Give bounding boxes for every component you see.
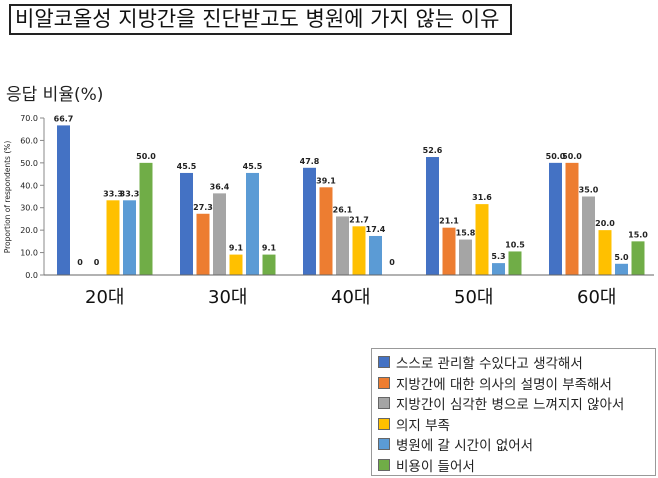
bar-3-0 bbox=[426, 157, 439, 275]
x-tick-label: 40대 bbox=[331, 287, 370, 308]
data-label: 17.4 bbox=[366, 225, 386, 234]
bar-0-0 bbox=[57, 125, 70, 275]
bar-4-4 bbox=[615, 263, 628, 275]
bar-2-0 bbox=[303, 167, 316, 275]
bar-1-4 bbox=[246, 172, 259, 275]
y-tick-label: 0.0 bbox=[25, 271, 38, 280]
y-tick-label: 60.0 bbox=[20, 136, 38, 145]
bar-4-5 bbox=[631, 241, 645, 275]
x-tick-label: 60대 bbox=[577, 287, 616, 308]
legend-item: 병원에 갈 시간이 없어서 bbox=[378, 434, 649, 455]
data-label: 9.1 bbox=[229, 244, 244, 253]
legend-item: 스스로 관리할 수있다고 생각해서 bbox=[378, 352, 649, 373]
y-tick-label: 30.0 bbox=[20, 204, 38, 213]
bar-1-1 bbox=[196, 213, 210, 275]
bar-3-2 bbox=[459, 239, 472, 275]
y-tick-label: 40.0 bbox=[20, 181, 38, 190]
y-tick-label: 10.0 bbox=[20, 249, 38, 258]
bar-3-4 bbox=[492, 263, 505, 275]
data-label: 10.5 bbox=[505, 240, 525, 249]
data-label: 0 bbox=[389, 258, 395, 267]
bar-3-5 bbox=[508, 251, 522, 275]
legend-label: 의지 부족 bbox=[396, 417, 450, 434]
data-label: 15.0 bbox=[628, 230, 648, 239]
legend-swatch bbox=[378, 438, 390, 451]
data-label: 50.0 bbox=[546, 152, 566, 161]
legend-label: 지방간이 심각한 병으로 느껴지지 않아서 bbox=[396, 397, 625, 414]
legend-item: 의지 부족 bbox=[378, 414, 649, 435]
bar-1-5 bbox=[262, 254, 276, 275]
bar-1-2 bbox=[213, 193, 226, 275]
y-tick-label: 70.0 bbox=[20, 114, 38, 123]
response-ratio-label: 응답 비율(%) bbox=[6, 85, 104, 105]
y-axis-title: Proportion of respondents (%) bbox=[3, 141, 12, 254]
legend-swatch bbox=[378, 376, 390, 389]
x-tick-label: 50대 bbox=[454, 287, 493, 308]
bar-3-3 bbox=[475, 204, 489, 275]
legend-label: 스스로 관리할 수있다고 생각해서 bbox=[396, 356, 583, 373]
data-label: 45.5 bbox=[177, 162, 197, 171]
bar-4-3 bbox=[598, 230, 612, 275]
bar-2-2 bbox=[336, 216, 349, 275]
y-tick-label: 20.0 bbox=[20, 226, 38, 235]
bar-3-1 bbox=[442, 227, 456, 275]
bar-4-1 bbox=[565, 162, 579, 275]
data-label: 21.7 bbox=[349, 215, 369, 224]
legend-label: 비용이 들어서 bbox=[396, 458, 475, 475]
bar-4-0 bbox=[549, 162, 562, 275]
data-label: 66.7 bbox=[54, 114, 74, 123]
legend-item: 지방간에 대한 의사의 설명이 부족해서 bbox=[378, 373, 649, 394]
legend-label: 지방간에 대한 의사의 설명이 부족해서 bbox=[396, 376, 612, 393]
bar-2-4 bbox=[369, 235, 382, 275]
bar-0-3 bbox=[106, 200, 120, 275]
bar-2-3 bbox=[352, 226, 366, 275]
legend-swatch bbox=[378, 417, 390, 430]
data-label: 9.1 bbox=[262, 244, 277, 253]
data-label: 0 bbox=[94, 258, 100, 267]
bar-4-2 bbox=[582, 196, 595, 275]
legend-swatch bbox=[378, 356, 390, 369]
data-label: 15.8 bbox=[456, 229, 476, 238]
data-label: 50.0 bbox=[562, 152, 582, 161]
legend-label: 병원에 갈 시간이 없어서 bbox=[396, 438, 534, 455]
legend-swatch bbox=[378, 458, 390, 471]
data-label: 20.0 bbox=[595, 219, 615, 228]
data-label: 33.3 bbox=[120, 189, 140, 198]
data-label: 26.1 bbox=[333, 205, 353, 214]
bar-0-5 bbox=[139, 162, 153, 275]
data-label: 39.1 bbox=[316, 176, 336, 185]
data-label: 36.4 bbox=[210, 182, 230, 191]
data-label: 0 bbox=[77, 258, 83, 267]
data-label: 52.6 bbox=[423, 146, 443, 155]
bar-2-1 bbox=[319, 187, 333, 275]
bar-0-4 bbox=[123, 200, 136, 275]
data-label: 5.0 bbox=[614, 253, 629, 262]
data-label: 35.0 bbox=[579, 186, 599, 195]
bar-chart: 0.0 10.0 20.0 30.0 40.0 50.0 60.0 70.0 Proportio… bbox=[3, 114, 654, 308]
legend-item: 지방간이 심각한 병으로 느껴지지 않아서 bbox=[378, 393, 649, 414]
bar-1-3 bbox=[229, 254, 243, 275]
data-label: 50.0 bbox=[136, 152, 156, 161]
data-label: 5.3 bbox=[491, 252, 505, 261]
data-label: 31.6 bbox=[472, 193, 492, 202]
data-label: 45.5 bbox=[243, 162, 263, 171]
y-tick-label: 50.0 bbox=[20, 159, 38, 168]
x-tick-label: 30대 bbox=[208, 287, 247, 308]
legend-swatch bbox=[378, 397, 390, 410]
data-label: 33.3 bbox=[103, 189, 123, 198]
x-tick-label: 20대 bbox=[85, 287, 124, 308]
bar-1-0 bbox=[180, 172, 193, 275]
data-label: 27.3 bbox=[193, 203, 213, 212]
data-label: 47.8 bbox=[300, 157, 320, 166]
legend-item: 비용이 들어서 bbox=[378, 455, 649, 476]
chart-title: 비알코올성 지방간을 진단받고도 병원에 가지 않는 이유 bbox=[9, 4, 512, 35]
data-label: 21.1 bbox=[439, 217, 459, 226]
